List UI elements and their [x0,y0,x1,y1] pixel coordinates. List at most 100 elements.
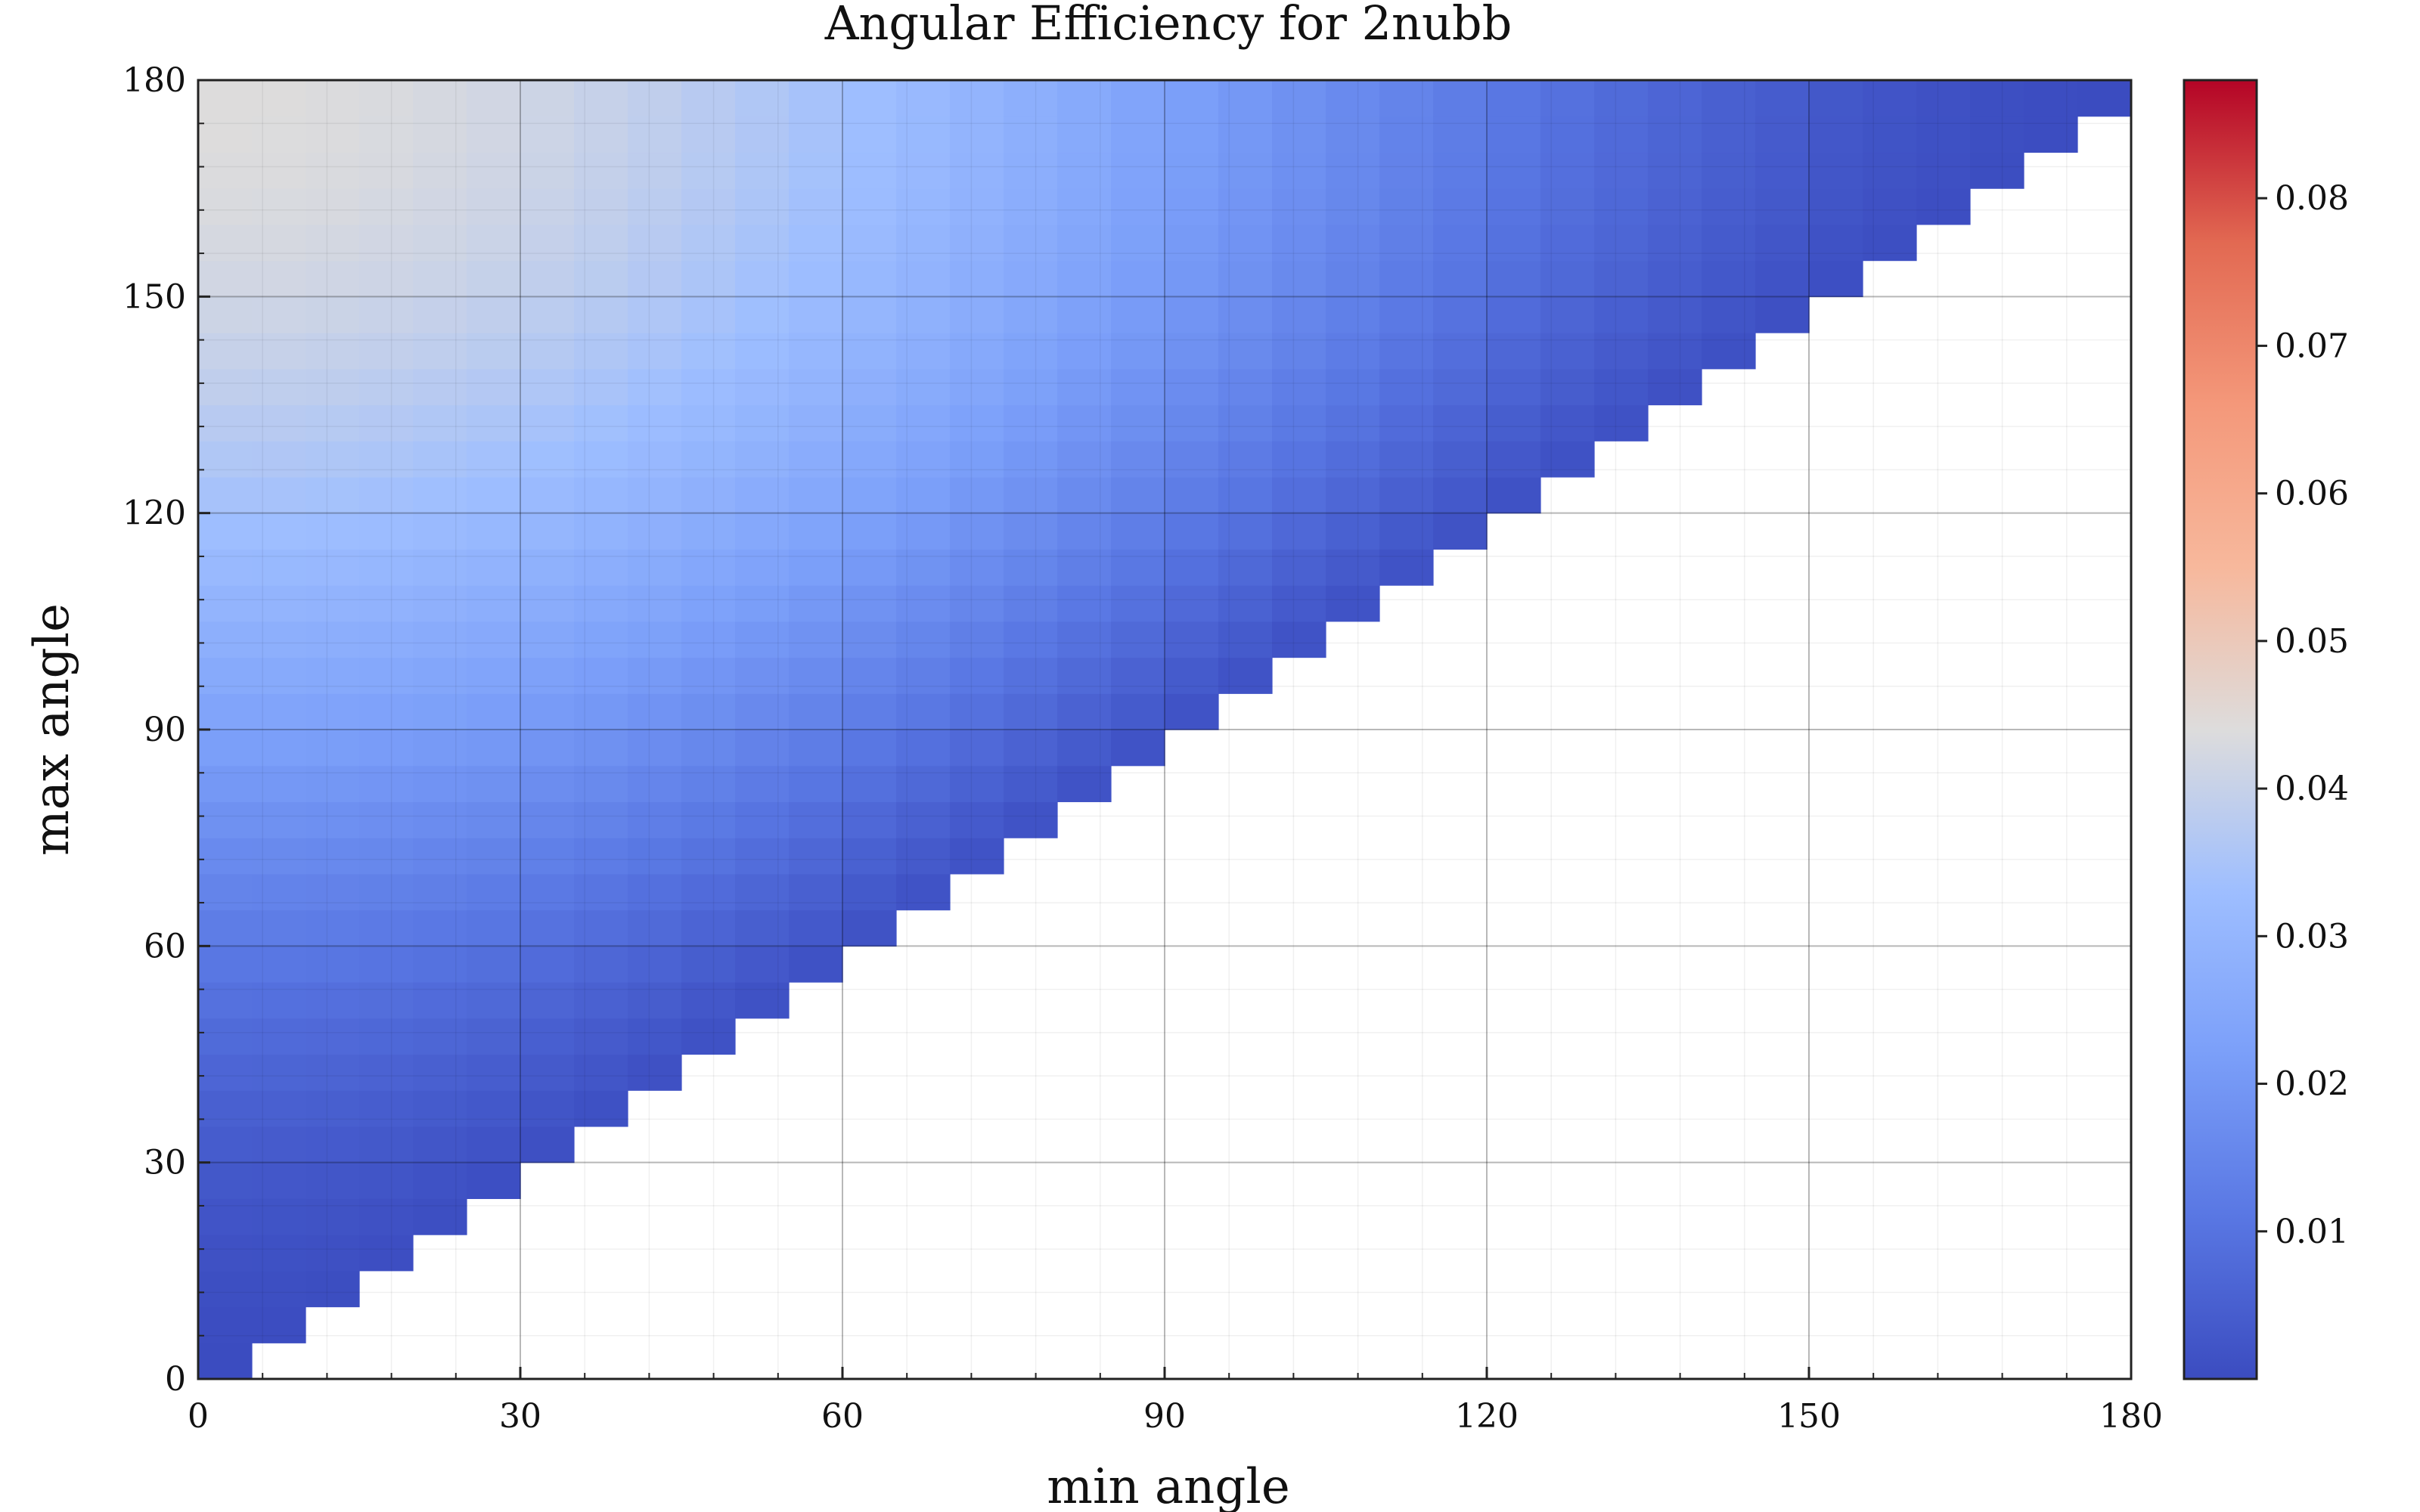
heatmap-cell [252,873,306,911]
heatmap-cell [896,549,951,586]
heatmap-cell [1809,188,1863,225]
heatmap-cell [520,1126,575,1163]
heatmap-cell [896,657,951,694]
heatmap-cell [789,765,843,803]
heatmap-cell [574,1054,628,1091]
heatmap-cell [413,333,467,370]
heatmap-cell [359,224,414,262]
heatmap-cell [359,873,414,911]
heatmap-cell [842,693,897,730]
heatmap-cell [413,116,467,153]
heatmap-cell [842,404,897,442]
heatmap-cell [520,585,575,622]
heatmap-cell [1379,441,1434,478]
heatmap-cell [1004,657,1058,694]
heatmap-cell [520,549,575,586]
heatmap-cell [789,657,843,694]
heatmap-cell [1057,296,1112,333]
heatmap-cell [1648,224,1702,262]
heatmap-cell [413,730,467,767]
heatmap-cell [681,873,736,911]
heatmap-cell [789,693,843,730]
heatmap-cell [1218,152,1273,189]
heatmap-cell [1648,188,1702,225]
heatmap-cell [681,188,736,225]
heatmap-cell [681,404,736,442]
heatmap-cell [1326,188,1380,225]
heatmap-cell [252,1018,306,1055]
heatmap-cell [198,1018,253,1055]
heatmap-cell [1433,116,1488,153]
heatmap-cell [842,513,897,550]
heatmap-cell [1379,116,1434,153]
heatmap-cell [359,1162,414,1199]
heatmap-cell [520,946,575,983]
heatmap-cell [359,946,414,983]
heatmap-cell [1540,152,1595,189]
heatmap-cell [467,657,521,694]
heatmap-cell [574,116,628,153]
heatmap-cell [252,1090,306,1127]
heatmap-cell [789,730,843,767]
heatmap-cell [1487,368,1541,406]
heatmap-cell [628,585,682,622]
heatmap-cell [681,982,736,1019]
heatmap-cell [574,188,628,225]
heatmap-cell [842,152,897,189]
heatmap-cell [520,838,575,875]
heatmap-cell [359,909,414,947]
heatmap-cell [1433,404,1488,442]
heatmap-cell [306,368,360,406]
heatmap-cell [467,1162,521,1199]
heatmap-cell [1379,404,1434,442]
heatmap-cell [252,621,306,658]
heatmap-cell [1487,296,1541,333]
heatmap-cell [628,404,682,442]
heatmap-cell [198,188,253,225]
heatmap-cell [1433,188,1488,225]
heatmap-cell [628,260,682,297]
heatmap-cell [681,224,736,262]
heatmap-cell [198,1162,253,1199]
heatmap-cell [306,260,360,297]
heatmap-cell [198,368,253,406]
heatmap-cell [359,1126,414,1163]
heatmap-cell [1057,260,1112,297]
heatmap-cell [306,765,360,803]
heatmap-cell [628,80,682,117]
heatmap-cell [896,333,951,370]
heatmap-cell [574,585,628,622]
heatmap-cell [198,982,253,1019]
heatmap-cell [1487,260,1541,297]
heatmap-cell [735,296,790,333]
heatmap-cell [1004,260,1058,297]
heatmap-cell [413,513,467,550]
heatmap-cell [359,982,414,1019]
heatmap-cell [1540,260,1595,297]
heatmap-cell [1326,476,1380,514]
colorbar-ticks: 0.01 0.02 0.03 0.04 0.05 0.06 0.07 0.08 [2257,179,2349,1251]
chart-title: Angular Efficiency for 2nubb [824,0,1512,51]
heatmap-cell [1540,333,1595,370]
heatmap-cell [1755,260,1810,297]
heatmap-cell [1755,188,1810,225]
heatmap-cell [1755,224,1810,262]
heatmap-cell [628,765,682,803]
heatmap-cell [1594,404,1649,442]
heatmap-cell [789,476,843,514]
heatmap-cell [681,116,736,153]
heatmap-cell [896,224,951,262]
heatmap-cell [1540,296,1595,333]
heatmap-cell [1379,260,1434,297]
heatmap-cell [896,513,951,550]
heatmap-cell [735,476,790,514]
heatmap-cell [1755,116,1810,153]
heatmap-cell [789,80,843,117]
heatmap-cell [413,224,467,262]
heatmap-cell [842,116,897,153]
heatmap-cell [1004,476,1058,514]
heatmap-cell [735,982,790,1019]
heatmap-cell [574,838,628,875]
heatmap-cell [1702,116,1756,153]
heatmap-cell [198,404,253,442]
